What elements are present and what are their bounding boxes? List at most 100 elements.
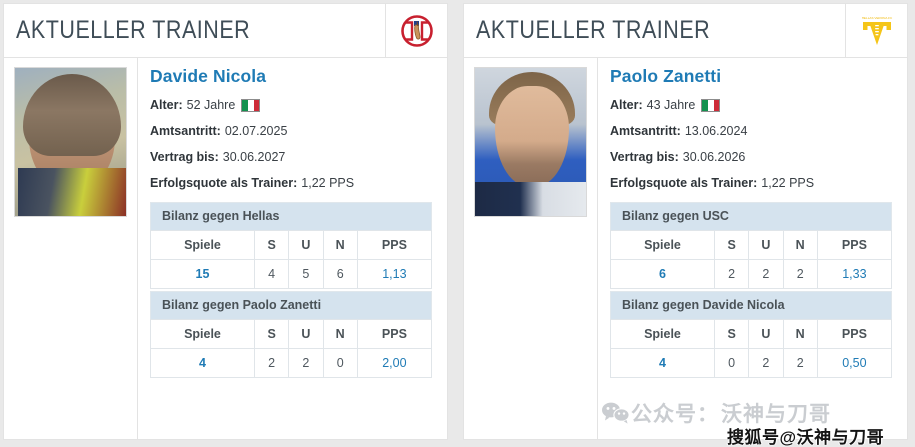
bilanz-table: Spiele S U N PPS 4 2 2 <box>150 319 433 378</box>
photo-hair-shape <box>23 74 121 156</box>
photo-column <box>464 58 598 439</box>
info-label: Amtsantritt: <box>150 124 221 138</box>
trainer-photo-paolo-zanetti <box>474 67 587 217</box>
info-row-erfolgsquote: Erfolgsquote als Trainer: 1,22 PPS <box>610 176 899 190</box>
column-header-s: S <box>253 230 290 260</box>
cell-spiele[interactable]: 6 <box>610 259 715 289</box>
table-row: 4 2 2 0 2,00 <box>150 348 433 378</box>
trainer-card-left: AKTUELLER TRAINER <box>3 3 448 440</box>
photo-column <box>4 58 138 439</box>
info-label: Alter: <box>610 98 643 112</box>
cell-n: 2 <box>782 259 818 289</box>
cell-pps: 2,00 <box>356 348 433 378</box>
photo-face-shape <box>37 94 107 188</box>
table-row: 4 0 2 2 0,50 <box>610 348 893 378</box>
card-body: Paolo Zanetti Alter: 43 Jahre Amtsantrit… <box>464 58 907 439</box>
page-title: AKTUELLER TRAINER <box>476 16 711 44</box>
table-header-row: Spiele S U N PPS <box>610 319 893 349</box>
info-row-amtsantritt: Amtsantritt: 13.06.2024 <box>610 124 899 138</box>
us-cremonese-crest-icon[interactable] <box>385 4 447 57</box>
info-label: Erfolgsquote als Trainer: <box>150 176 298 190</box>
italy-flag-icon <box>241 98 261 112</box>
column-header-n: N <box>782 230 818 260</box>
info-value: 02.07.2025 <box>224 124 288 138</box>
info-row-vertrag-bis: Vertrag bis: 30.06.2026 <box>610 150 899 164</box>
column-header-s: S <box>713 319 750 349</box>
info-column: Paolo Zanetti Alter: 43 Jahre Amtsantrit… <box>598 58 907 378</box>
cell-n: 2 <box>782 348 818 378</box>
column-header-u: U <box>748 319 784 349</box>
bilanz-title: Bilanz gegen USC <box>610 202 892 230</box>
info-value: 30.06.2026 <box>682 150 746 164</box>
info-label: Alter: <box>150 98 183 112</box>
bilanz-tables: Bilanz gegen Hellas Spiele S U N PPS <box>150 202 439 378</box>
card-header: AKTUELLER TRAINER <box>4 4 447 58</box>
info-column: Davide Nicola Alter: 52 Jahre Amtsantrit… <box>138 58 447 378</box>
trainer-card-right: AKTUELLER TRAINER HELLAS VERONA FC <box>463 3 908 440</box>
table-header-row: Spiele S U N PPS <box>610 230 893 260</box>
cell-spiele[interactable]: 4 <box>610 348 715 378</box>
column-header-u: U <box>288 319 324 349</box>
column-header-u: U <box>288 230 324 260</box>
italy-flag-icon <box>701 98 721 112</box>
column-header-pps: PPS <box>816 230 893 260</box>
page-title: AKTUELLER TRAINER <box>16 16 251 44</box>
cell-spiele[interactable]: 4 <box>150 348 255 378</box>
info-label: Erfolgsquote als Trainer: <box>610 176 758 190</box>
cell-pps: 0,50 <box>816 348 893 378</box>
column-header-spiele: Spiele <box>150 230 255 260</box>
cell-u: 2 <box>748 348 784 378</box>
column-header-spiele: Spiele <box>150 319 255 349</box>
trainer-name[interactable]: Davide Nicola <box>150 66 267 86</box>
table-row: 6 2 2 2 1,33 <box>610 259 893 289</box>
info-row-alter: Alter: 43 Jahre <box>610 98 899 112</box>
bilanz-table: Spiele S U N PPS 6 2 2 <box>610 230 893 289</box>
info-value: 52 Jahre <box>186 98 236 112</box>
info-value: 43 Jahre <box>646 98 696 112</box>
info-row-erfolgsquote: Erfolgsquote als Trainer: 1,22 PPS <box>150 176 439 190</box>
info-value: 13.06.2024 <box>684 124 748 138</box>
column-header-n: N <box>782 319 818 349</box>
card-header: AKTUELLER TRAINER HELLAS VERONA FC <box>464 4 907 58</box>
cell-n: 0 <box>322 348 358 378</box>
cell-u: 5 <box>288 259 324 289</box>
column-header-u: U <box>748 230 784 260</box>
card-body: Davide Nicola Alter: 52 Jahre Amtsantrit… <box>4 58 447 439</box>
trainer-photo-davide-nicola <box>14 67 127 217</box>
info-row-alter: Alter: 52 Jahre <box>150 98 439 112</box>
cell-s: 2 <box>713 259 750 289</box>
info-label: Amtsantritt: <box>610 124 681 138</box>
bilanz-title: Bilanz gegen Paolo Zanetti <box>150 291 432 319</box>
cell-s: 4 <box>253 259 290 289</box>
table-header-row: Spiele S U N PPS <box>150 319 433 349</box>
cell-pps: 1,13 <box>356 259 433 289</box>
cell-u: 2 <box>288 348 324 378</box>
bilanz-table: Spiele S U N PPS 4 0 2 <box>610 319 893 378</box>
info-value: 1,22 PPS <box>301 176 355 190</box>
table-header-row: Spiele S U N PPS <box>150 230 433 260</box>
column-header-pps: PPS <box>816 319 893 349</box>
column-header-s: S <box>713 230 750 260</box>
column-header-s: S <box>253 319 290 349</box>
info-label: Vertrag bis: <box>610 150 679 164</box>
column-header-n: N <box>322 319 358 349</box>
cell-u: 2 <box>748 259 784 289</box>
svg-text:HELLAS VERONA FC: HELLAS VERONA FC <box>861 16 892 20</box>
info-row-vertrag-bis: Vertrag bis: 30.06.2027 <box>150 150 439 164</box>
info-value: 1,22 PPS <box>761 176 815 190</box>
trainer-name[interactable]: Paolo Zanetti <box>610 66 722 86</box>
cell-s: 0 <box>713 348 750 378</box>
column-header-spiele: Spiele <box>610 230 715 260</box>
info-label: Vertrag bis: <box>150 150 219 164</box>
bilanz-title: Bilanz gegen Hellas <box>150 202 432 230</box>
cell-n: 6 <box>322 259 358 289</box>
info-value: 30.06.2027 <box>222 150 286 164</box>
bilanz-title: Bilanz gegen Davide Nicola <box>610 291 892 319</box>
hellas-verona-crest-icon[interactable]: HELLAS VERONA FC <box>845 4 907 57</box>
column-header-pps: PPS <box>356 319 433 349</box>
cell-spiele[interactable]: 15 <box>150 259 255 289</box>
cell-s: 2 <box>253 348 290 378</box>
bilanz-tables: Bilanz gegen USC Spiele S U N PPS <box>610 202 899 378</box>
column-header-pps: PPS <box>356 230 433 260</box>
